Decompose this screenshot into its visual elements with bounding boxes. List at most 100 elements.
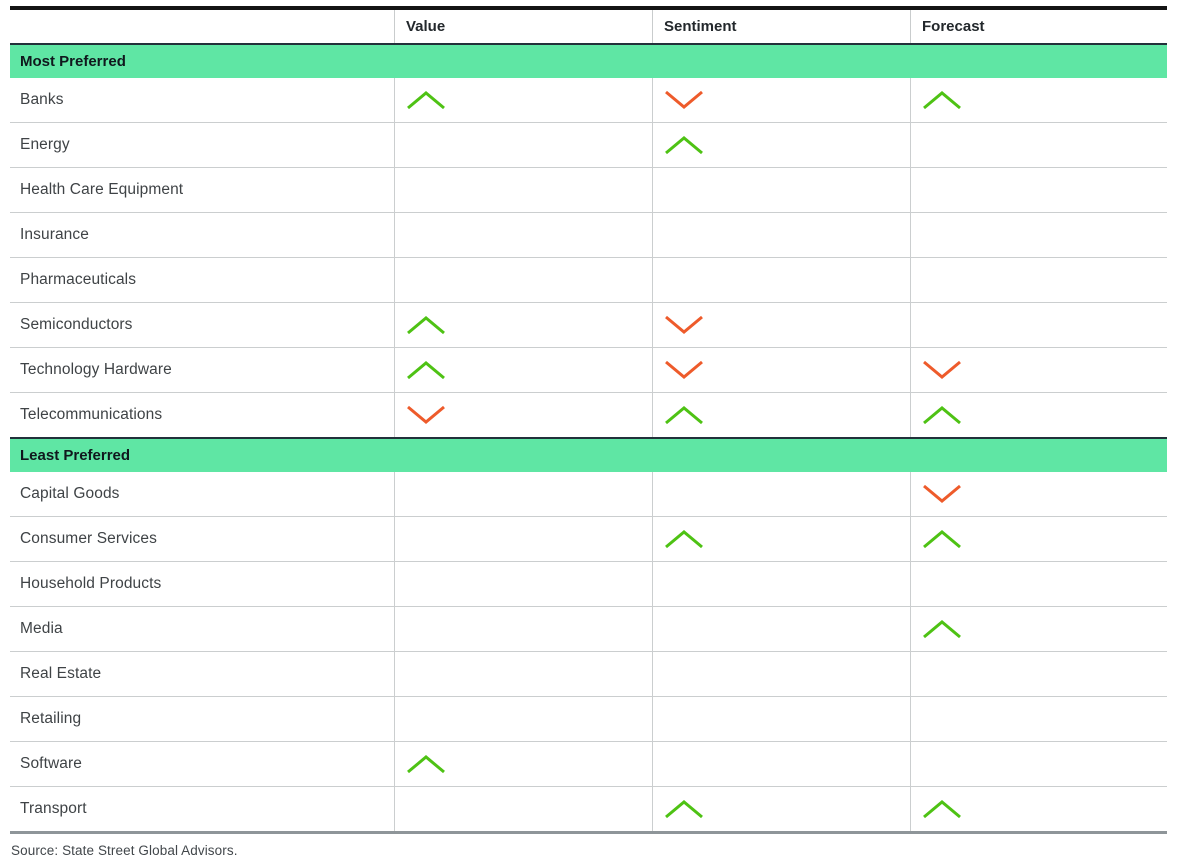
sector-preference-figure: Value Sentiment Forecast Most Preferred B… xyxy=(10,0,1167,858)
forecast-cell xyxy=(910,607,1167,651)
sentiment-cell xyxy=(652,168,910,212)
up-chevron-icon xyxy=(923,620,961,639)
table-row: Capital Goods xyxy=(10,472,1167,516)
up-chevron-icon xyxy=(407,316,445,335)
forecast-cell xyxy=(910,213,1167,257)
table-row: Household Products xyxy=(10,561,1167,606)
column-header-forecast: Forecast xyxy=(910,10,1167,43)
forecast-cell xyxy=(910,697,1167,741)
sentiment-cell xyxy=(652,517,910,561)
forecast-cell xyxy=(910,652,1167,696)
sector-name: Energy xyxy=(20,136,70,153)
value-cell xyxy=(394,697,652,741)
forecast-cell xyxy=(910,787,1167,831)
sentiment-cell xyxy=(652,652,910,696)
value-cell xyxy=(394,652,652,696)
sector-name: Real Estate xyxy=(20,665,102,682)
sector-name: Media xyxy=(20,620,63,637)
up-chevron-icon xyxy=(665,800,703,819)
forecast-cell xyxy=(910,393,1167,437)
sentiment-cell xyxy=(652,787,910,831)
table-row: Consumer Services xyxy=(10,516,1167,561)
up-chevron-icon xyxy=(923,800,961,819)
section-rows: Banks Energy Health Care Equipment Insuranc… xyxy=(10,78,1167,437)
section-banner: Least Preferred xyxy=(10,437,1167,472)
table-row: Software xyxy=(10,741,1167,786)
down-chevron-icon xyxy=(665,315,703,334)
up-chevron-icon xyxy=(923,406,961,425)
value-cell xyxy=(394,348,652,392)
table-row: Media xyxy=(10,606,1167,651)
table-row: Retailing xyxy=(10,696,1167,741)
sentiment-cell xyxy=(652,742,910,786)
table-row: Pharmaceuticals xyxy=(10,257,1167,302)
forecast-cell xyxy=(910,258,1167,302)
section-banner: Most Preferred xyxy=(10,43,1167,78)
source-note: Source: State Street Global Advisors. xyxy=(11,843,238,858)
sentiment-cell xyxy=(652,303,910,347)
sector-name: Capital Goods xyxy=(20,485,120,502)
value-cell xyxy=(394,123,652,167)
empty-header-cell xyxy=(10,10,394,43)
up-chevron-icon xyxy=(923,530,961,549)
forecast-cell xyxy=(910,472,1167,516)
sentiment-cell xyxy=(652,348,910,392)
value-cell xyxy=(394,742,652,786)
value-cell xyxy=(394,472,652,516)
sector-name: Retailing xyxy=(20,710,82,727)
sector-name: Telecommunications xyxy=(20,406,163,423)
top-rule xyxy=(10,6,1167,10)
up-chevron-icon xyxy=(407,91,445,110)
forecast-cell xyxy=(910,168,1167,212)
forecast-cell xyxy=(910,742,1167,786)
value-cell xyxy=(394,303,652,347)
sentiment-cell xyxy=(652,393,910,437)
table-body: Most Preferred Banks Energy Health Care Equ… xyxy=(10,43,1167,831)
up-chevron-icon xyxy=(665,406,703,425)
value-cell xyxy=(394,258,652,302)
column-header-sentiment: Sentiment xyxy=(652,10,910,43)
table-row: Semiconductors xyxy=(10,302,1167,347)
table-row: Transport xyxy=(10,786,1167,831)
sentiment-cell xyxy=(652,78,910,122)
up-chevron-icon xyxy=(407,755,445,774)
forecast-cell xyxy=(910,123,1167,167)
forecast-cell xyxy=(910,78,1167,122)
value-cell xyxy=(394,787,652,831)
column-header-value: Value xyxy=(394,10,652,43)
forecast-cell xyxy=(910,517,1167,561)
sector-name: Banks xyxy=(20,91,64,108)
down-chevron-icon xyxy=(923,360,961,379)
sector-name: Health Care Equipment xyxy=(20,181,184,198)
sentiment-cell xyxy=(652,213,910,257)
table-row: Insurance xyxy=(10,212,1167,257)
table-row: Technology Hardware xyxy=(10,347,1167,392)
table-row: Energy xyxy=(10,122,1167,167)
table-row: Health Care Equipment xyxy=(10,167,1167,212)
sector-name: Semiconductors xyxy=(20,316,133,333)
sector-name: Household Products xyxy=(20,575,162,592)
down-chevron-icon xyxy=(407,405,445,424)
up-chevron-icon xyxy=(407,361,445,380)
up-chevron-icon xyxy=(665,136,703,155)
sentiment-cell xyxy=(652,607,910,651)
table-header-row: Value Sentiment Forecast xyxy=(10,10,1167,43)
sentiment-cell xyxy=(652,697,910,741)
sector-name: Transport xyxy=(20,800,87,817)
table-row: Telecommunications xyxy=(10,392,1167,437)
value-cell xyxy=(394,393,652,437)
forecast-cell xyxy=(910,562,1167,606)
down-chevron-icon xyxy=(665,90,703,109)
value-cell xyxy=(394,213,652,257)
down-chevron-icon xyxy=(923,484,961,503)
forecast-cell xyxy=(910,348,1167,392)
sector-name: Insurance xyxy=(20,226,89,243)
sector-name: Technology Hardware xyxy=(20,361,172,378)
forecast-cell xyxy=(910,303,1167,347)
value-cell xyxy=(394,78,652,122)
sentiment-cell xyxy=(652,258,910,302)
sentiment-cell xyxy=(652,472,910,516)
sector-name: Consumer Services xyxy=(20,530,157,547)
value-cell xyxy=(394,562,652,606)
bottom-rule xyxy=(10,831,1167,834)
